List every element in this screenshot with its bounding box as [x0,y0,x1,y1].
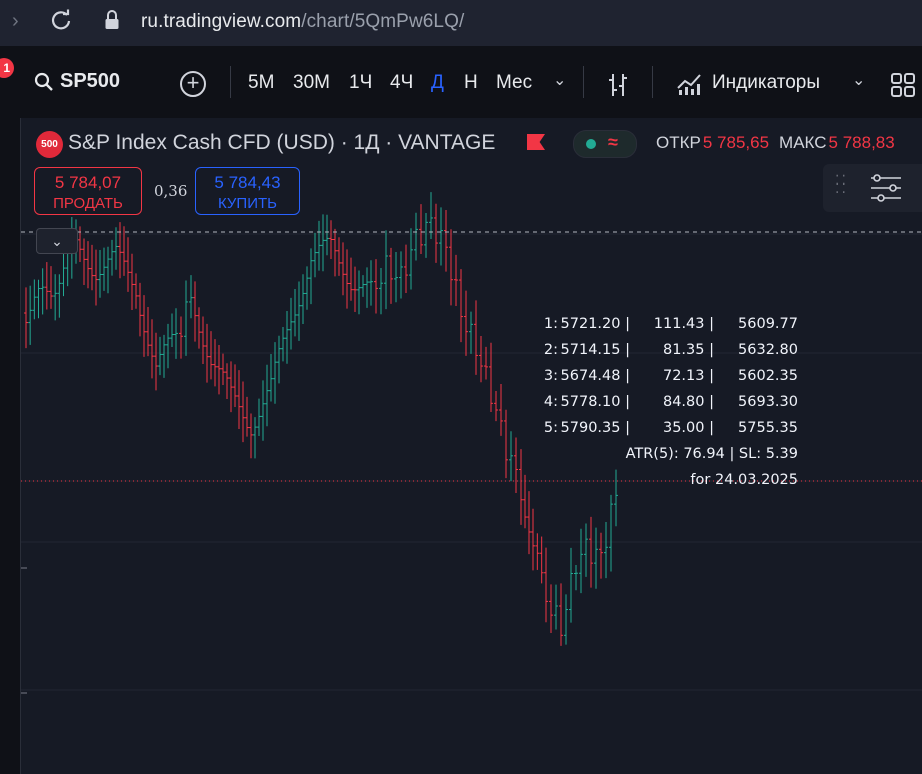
ohlc-readout: ОТКР 5 785,65 МАКС 5 788,83 [656,133,905,153]
timeframe-day[interactable]: Д [431,72,444,93]
reload-icon[interactable] [50,9,72,31]
object-settings-panel: ⁚⁚ ⁚⁚ [823,164,922,212]
buy-button[interactable]: 5 784,43 КУПИТЬ [195,167,300,215]
toolbar-divider [230,66,231,98]
search-icon [34,72,53,91]
atr-range: 72.13 | [662,368,714,384]
settings-sliders-icon[interactable] [869,172,903,204]
chevron-down-icon: ⌄ [51,233,63,249]
symbol-title[interactable]: S&P Index Cash CFD (USD) · 1Д · VANTAGE [68,131,496,154]
atr-index: 3: [543,368,558,384]
chart-pane[interactable] [21,118,922,774]
collapse-legend-button[interactable]: ⌄ [36,228,78,254]
layout-grid-icon[interactable] [890,72,916,98]
symbol-label: SP500 [60,70,121,92]
atr-price: 5674.48 | [560,368,630,384]
high-value: 5 788,83 [828,133,895,152]
atr-price: 5714.15 | [560,342,630,358]
atr-range: 84.80 | [662,394,714,410]
lock-icon[interactable] [104,9,120,31]
market-status-indicator[interactable]: ≈ [573,130,637,158]
symbol-logo: 500 [36,131,63,158]
open-value: 5 785,65 [702,133,770,152]
drawing-toolbar [0,118,21,774]
compare-add-button[interactable]: + [180,71,206,97]
atr-level: 5602.35 [738,368,798,384]
atr-price: 5790.35 | [560,420,630,436]
atr-range: 111.43 | [653,316,714,332]
timeframe-4h[interactable]: 4Ч [390,72,414,93]
price-chart[interactable] [21,118,922,774]
buy-price: 5 784,43 [214,173,281,192]
atr-level: 5609.77 [738,316,798,332]
atr-level: 5693.30 [738,394,798,410]
sell-label: ПРОДАТЬ [53,195,123,212]
atr-row: 4: 5778.10 | 84.80 | 5693.30 [480,389,798,415]
atr-level: 5755.35 [738,420,798,436]
timeframe-30m[interactable]: 30М [293,72,330,93]
symbol-search[interactable]: SP500 [34,70,120,93]
atr-price: 5778.10 | [560,394,630,410]
atr-range: 81.35 | [662,342,714,358]
atr-level: 5632.80 [738,342,798,358]
atr-range: 35.00 | [662,420,714,436]
forward-icon[interactable]: › [12,10,19,32]
timeframe-1h[interactable]: 1Ч [349,72,373,93]
atr-index: 5: [543,420,558,436]
atr-index: 1: [543,316,558,332]
url-path: /chart/5QmPw6LQ/ [301,11,465,32]
indicators-button[interactable]: Индикаторы [712,72,821,93]
timeframe-month[interactable]: Мес [496,72,533,93]
sell-price: 5 784,07 [54,173,122,192]
toolbar-divider [652,66,653,98]
bar-style-icon[interactable] [606,72,630,98]
open-label: ОТКР [656,133,701,152]
notification-badge[interactable]: 1 [0,58,14,78]
data-delay-icon: ≈ [608,132,618,152]
sell-button[interactable]: 5 784,07 ПРОДАТЬ [34,167,142,215]
atr-summary: ATR(5): 76.94 | SL: 5.39 [625,446,798,462]
high-label: МАКС [779,133,827,152]
timeframe-chevron-down-icon[interactable]: ⌄ [553,72,567,89]
timeframe-5m[interactable]: 5М [248,72,275,93]
chart-toolbar: 1 SP500 + 5М 30М 1Ч 4Ч Д Н Мес ⌄ Индикат… [0,46,922,118]
atr-date: for 24.03.2025 [690,472,798,488]
atr-row: 3: 5674.48 | 72.13 | 5602.35 [480,363,798,389]
atr-price: 5721.20 | [560,316,630,332]
atr-row: 1: 5721.20 | 111.43 | 5609.77 [480,311,798,337]
address-url[interactable]: ru.tradingview.com/chart/5QmPw6LQ/ [141,11,464,33]
indicators-icon[interactable] [676,72,704,96]
buy-label: КУПИТЬ [217,195,277,212]
browser-address-bar: › ru.tradingview.com/chart/5QmPw6LQ/ [0,0,922,46]
toolbar-divider [583,66,584,98]
flag-icon[interactable] [527,134,545,150]
indicators-chevron-down-icon[interactable]: ⌄ [852,72,866,89]
spread-value: 0,36 [154,182,188,200]
drag-handle-icon[interactable]: ⁚⁚ ⁚⁚ [835,172,848,196]
atr-row: 2: 5714.15 | 81.35 | 5632.80 [480,337,798,363]
timeframe-week[interactable]: Н [464,72,478,93]
atr-row: 5: 5790.35 | 35.00 | 5755.35 [480,415,798,441]
atr-indicator-table: 1: 5721.20 | 111.43 | 5609.77 2: 5714.15 | 81… [480,311,798,493]
market-open-dot-icon [586,139,596,149]
atr-index: 2: [543,342,558,358]
atr-index: 4: [543,394,558,410]
url-domain: ru.tradingview.com [141,11,302,32]
